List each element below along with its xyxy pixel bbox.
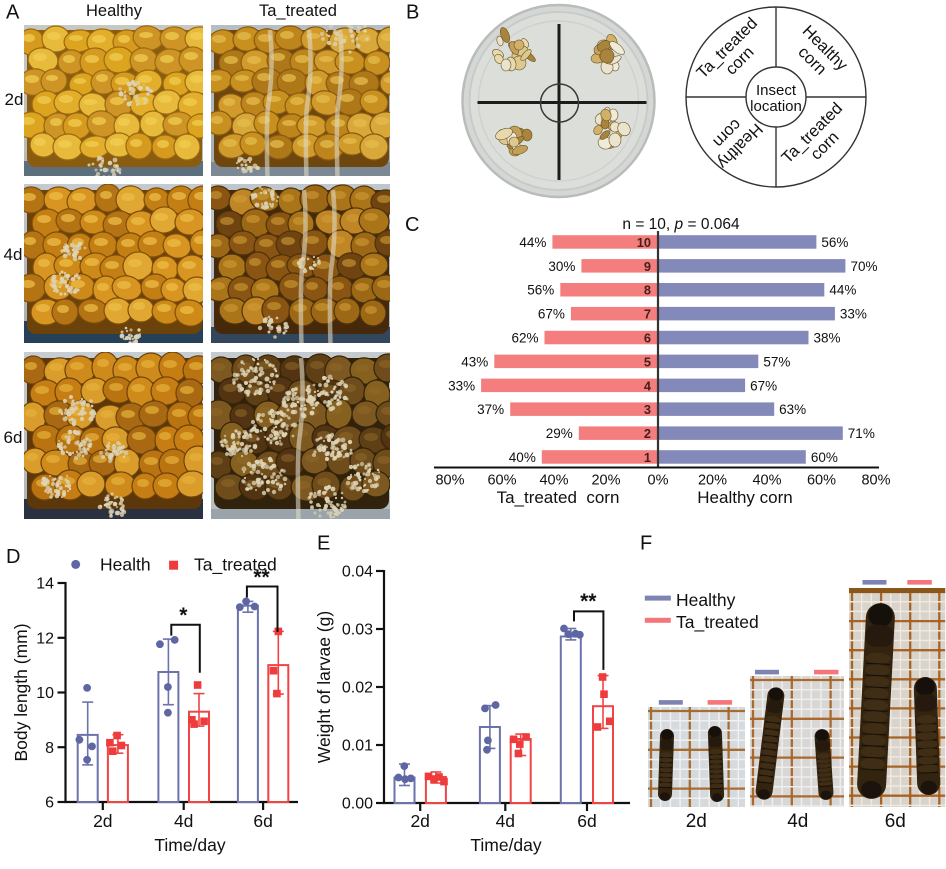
svg-text:*: * xyxy=(179,604,188,627)
svg-text:14: 14 xyxy=(36,576,54,593)
svg-text:Ta_treated: Ta_treated xyxy=(676,612,759,633)
svg-text:40%: 40% xyxy=(752,473,781,489)
svg-text:70%: 70% xyxy=(850,259,877,274)
svg-text:location: location xyxy=(750,98,802,115)
svg-text:57%: 57% xyxy=(763,354,790,369)
svg-text:0.03: 0.03 xyxy=(342,622,373,639)
svg-text:C: C xyxy=(405,214,419,236)
svg-text:Time/day: Time/day xyxy=(470,835,542,855)
svg-text:3: 3 xyxy=(644,402,651,417)
svg-text:6d: 6d xyxy=(885,811,906,832)
svg-text:7: 7 xyxy=(644,307,651,322)
svg-text:F: F xyxy=(640,533,652,555)
svg-text:37%: 37% xyxy=(477,402,504,417)
svg-text:Healthy: Healthy xyxy=(86,2,143,20)
svg-text:33%: 33% xyxy=(840,307,867,322)
svg-text:6d: 6d xyxy=(4,428,23,447)
svg-text:67%: 67% xyxy=(750,378,777,393)
svg-text:6: 6 xyxy=(644,331,651,346)
svg-text:B: B xyxy=(406,2,419,24)
svg-text:4: 4 xyxy=(644,378,652,393)
svg-text:4d: 4d xyxy=(4,245,23,264)
svg-text:2d: 2d xyxy=(93,811,112,831)
svg-text:60%: 60% xyxy=(807,473,836,489)
svg-text:9: 9 xyxy=(644,259,651,274)
svg-text:29%: 29% xyxy=(546,426,573,441)
svg-text:6: 6 xyxy=(45,795,54,812)
svg-text:4d: 4d xyxy=(496,811,515,831)
svg-text:62%: 62% xyxy=(511,331,538,346)
svg-text:56%: 56% xyxy=(821,235,848,250)
svg-text:20%: 20% xyxy=(698,473,727,489)
svg-text:80%: 80% xyxy=(861,473,890,489)
svg-text:0.02: 0.02 xyxy=(342,680,373,697)
svg-text:**: ** xyxy=(253,566,270,589)
svg-text:2: 2 xyxy=(644,426,651,441)
svg-text:10: 10 xyxy=(637,235,651,250)
svg-text:0%: 0% xyxy=(648,473,669,489)
svg-text:Health: Health xyxy=(100,555,151,575)
svg-text:8: 8 xyxy=(45,740,54,757)
svg-text:63%: 63% xyxy=(779,402,806,417)
svg-text:Healthy corn: Healthy corn xyxy=(697,488,792,507)
svg-text:Time/day: Time/day xyxy=(154,835,226,855)
svg-text:Insect: Insect xyxy=(756,82,797,99)
svg-text:56%: 56% xyxy=(527,283,554,298)
svg-text:A: A xyxy=(6,2,20,24)
svg-text:Body length (mm): Body length (mm) xyxy=(11,623,31,761)
svg-text:Weight of larvae (g): Weight of larvae (g) xyxy=(314,611,334,763)
svg-text:43%: 43% xyxy=(461,354,488,369)
svg-text:60%: 60% xyxy=(811,450,838,465)
svg-text:20%: 20% xyxy=(591,473,620,489)
svg-text:8: 8 xyxy=(644,283,651,298)
svg-text:2d: 2d xyxy=(410,811,429,831)
svg-text:10: 10 xyxy=(36,685,54,702)
svg-text:4d: 4d xyxy=(174,811,193,831)
svg-text:0.04: 0.04 xyxy=(342,564,373,581)
svg-text:6d: 6d xyxy=(577,811,596,831)
svg-text:30%: 30% xyxy=(548,259,575,274)
svg-text:38%: 38% xyxy=(813,331,840,346)
svg-text:40%: 40% xyxy=(509,450,536,465)
svg-text:44%: 44% xyxy=(829,283,856,298)
svg-text:**: ** xyxy=(580,590,597,613)
svg-text:33%: 33% xyxy=(448,378,475,393)
svg-text:Ta_treated: Ta_treated xyxy=(259,2,337,20)
svg-text:4d: 4d xyxy=(787,811,808,832)
svg-text:5: 5 xyxy=(644,354,651,369)
svg-text:6d: 6d xyxy=(253,811,272,831)
svg-text:44%: 44% xyxy=(519,235,546,250)
svg-text:0.00: 0.00 xyxy=(342,796,373,813)
svg-text:67%: 67% xyxy=(538,307,565,322)
svg-text:Ta_treated: Ta_treated xyxy=(194,555,277,576)
svg-text:60%: 60% xyxy=(487,473,516,489)
svg-text:71%: 71% xyxy=(848,426,875,441)
svg-text:1: 1 xyxy=(644,450,651,465)
svg-text:Ta_treated corn: Ta_treated corn xyxy=(497,488,620,507)
svg-text:0.01: 0.01 xyxy=(342,738,373,755)
svg-text:40%: 40% xyxy=(539,473,568,489)
svg-text:E: E xyxy=(317,533,330,555)
svg-text:n = 10, p = 0.064: n = 10, p = 0.064 xyxy=(622,216,740,233)
svg-text:Healthy: Healthy xyxy=(676,590,736,610)
svg-text:12: 12 xyxy=(36,630,54,647)
svg-text:D: D xyxy=(6,546,20,568)
svg-text:2d: 2d xyxy=(5,90,24,109)
svg-text:2d: 2d xyxy=(686,811,707,832)
svg-text:80%: 80% xyxy=(435,473,464,489)
